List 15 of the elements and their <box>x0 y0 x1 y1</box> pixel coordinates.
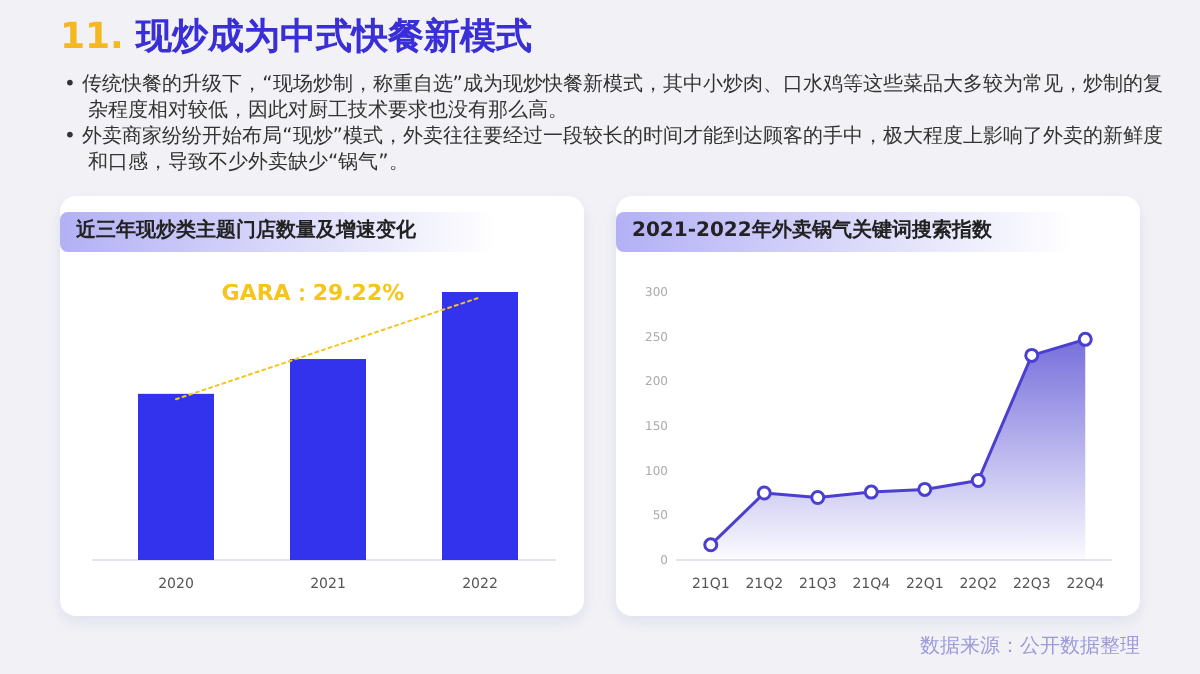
point <box>810 489 826 505</box>
annotation: GARA：29.22% <box>221 280 405 306</box>
point <box>917 481 933 497</box>
text: • 传统快餐的升级下，“现场炒制，称重自选”成为现炒快餐新模式，其中小炒肉、口水鸡等这些菜品大多较为常见，炒制的复杂程度相对较低，因此对厨工技术要求也没有那么高。 <box>64 72 1165 124</box>
text: • 外卖商家纷纷开始布局“现炒”模式，外卖往往要经过一段较长的时间才能到达顾客的手中，极大程度上影响了外卖的新鲜度和口感，导致不少外卖缺少“锅气”。 <box>64 124 1165 176</box>
point <box>863 484 879 500</box>
point <box>1024 347 1040 363</box>
source-note: 数据来源：公开数据整理 <box>920 633 1140 660</box>
point <box>1077 331 1093 347</box>
point <box>756 485 772 501</box>
chart-title: 2021-2022年外卖锅气关键词搜索指数 <box>616 212 1072 252</box>
point <box>970 472 986 488</box>
text: 11. 现炒成为中式快餐新模式 <box>60 14 533 60</box>
point <box>703 537 719 553</box>
chart-title: 近三年现炒类主题门店数量及增速变化 <box>60 212 496 252</box>
